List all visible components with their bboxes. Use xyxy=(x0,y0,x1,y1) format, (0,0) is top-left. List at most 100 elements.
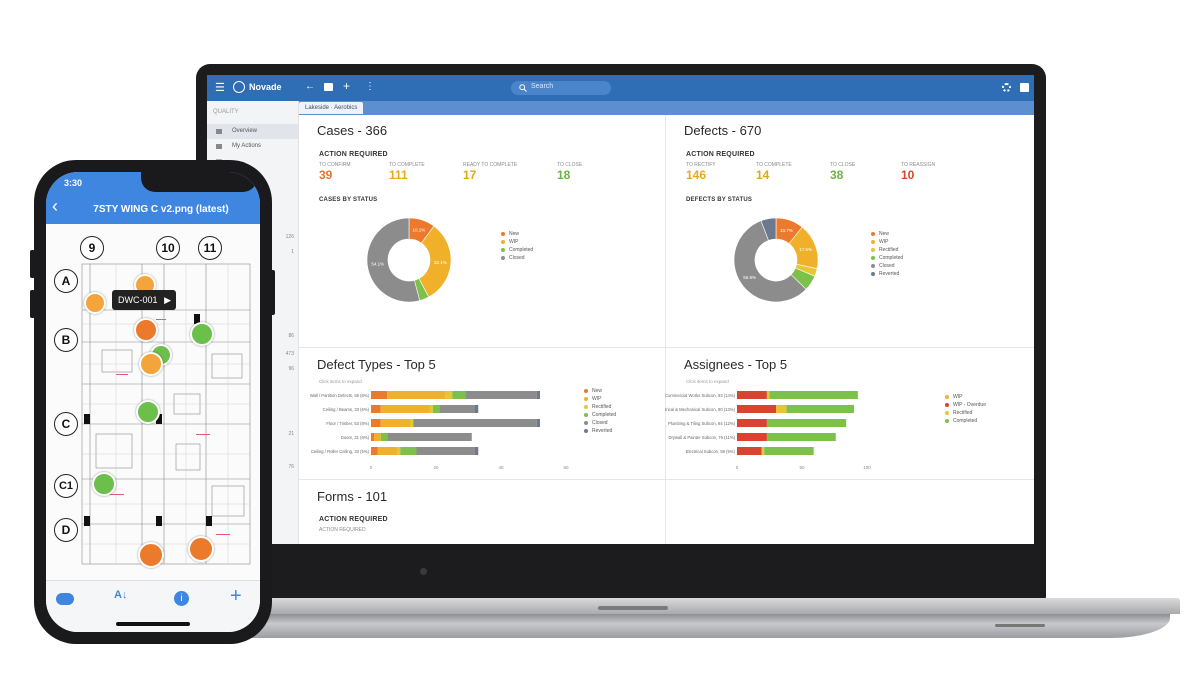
bar-category-label: Electrical Subcon, 59 (9%) xyxy=(686,449,736,454)
sidebar-count: 76 xyxy=(288,464,294,470)
legend-item[interactable]: New xyxy=(501,230,533,238)
stack-icon[interactable] xyxy=(324,83,333,91)
assignees-bar-chart[interactable]: Commercial Works Subcon, 93 (14%) Electri… xyxy=(665,385,945,477)
metric-to-complete[interactable]: TO COMPLETE 111 xyxy=(389,162,425,182)
cases-donut-chart[interactable]: 10.1% 32.1% 54.1% xyxy=(359,210,459,310)
add-icon[interactable]: + xyxy=(343,79,351,93)
clipboard-pin[interactable] xyxy=(134,318,158,342)
legend-item[interactable]: Rectified xyxy=(871,246,903,254)
axis-tick-label: 0 xyxy=(736,465,739,470)
cloud-download-icon[interactable] xyxy=(56,593,74,605)
defect-pin[interactable] xyxy=(92,472,116,496)
metric-label: TO RECTIFY xyxy=(686,162,716,168)
donut-slice-label: 17.6% xyxy=(799,247,812,252)
legend-item[interactable]: New xyxy=(871,230,903,238)
info-icon[interactable]: i xyxy=(174,591,189,606)
metric-ready-to-complete[interactable]: READY TO COMPLETE 17 xyxy=(463,162,517,182)
defect-pin[interactable] xyxy=(84,292,106,314)
assignees-subtitle: Click items to expand xyxy=(686,379,729,384)
legend-item[interactable]: WIP - Overdue xyxy=(945,401,986,409)
defect-pin[interactable] xyxy=(139,352,163,376)
tab-bar xyxy=(207,101,1034,115)
defect-pin[interactable] xyxy=(138,542,164,568)
plus-icon[interactable]: + xyxy=(230,585,242,607)
menu-icon[interactable]: ☰ xyxy=(215,82,225,94)
floor-plan[interactable]: 9 10 11 A B C C1 D DWC-001 ▶ xyxy=(46,224,260,580)
legend-label: New xyxy=(509,231,520,237)
legend-item[interactable]: Rectified xyxy=(584,403,616,411)
metric-to-complete[interactable]: TO COMPLETE 14 xyxy=(756,162,792,182)
defect-types-bar-chart[interactable]: Wall / Partition Defects, 55 (8%) Ceiling… xyxy=(299,385,579,477)
metric-to-rectify[interactable]: TO RECTIFY 146 xyxy=(686,162,716,182)
legend-swatch xyxy=(945,418,949,423)
bar-segment-closed xyxy=(387,433,472,441)
sidebar-count: 473 xyxy=(285,351,294,357)
tab-project[interactable]: Lakeside · Aerobics xyxy=(299,102,364,114)
legend-item[interactable]: Completed xyxy=(584,411,616,419)
settings-gear-icon[interactable] xyxy=(1002,83,1011,92)
defect-pin[interactable] xyxy=(190,322,214,346)
defect-types-title[interactable]: Defect Types - Top 5 xyxy=(317,357,436,372)
sidebar-item-overview[interactable]: Overview xyxy=(207,124,298,139)
grid-row-a: A xyxy=(54,269,78,293)
metric-to-close[interactable]: TO CLOSE 18 xyxy=(557,162,582,182)
forms-title[interactable]: Forms - 101 xyxy=(317,489,388,504)
bar-segment-wip xyxy=(380,405,430,413)
axis-tick-label: 60 xyxy=(563,465,569,470)
legend-label: Reverted xyxy=(592,428,613,434)
legend-swatch xyxy=(871,247,875,252)
metric-to-reassign[interactable]: TO REASSIGN 10 xyxy=(901,162,935,182)
cases-title[interactable]: Cases - 366 xyxy=(317,123,388,138)
metric-value: 18 xyxy=(557,168,571,182)
cases-by-status-title: CASES BY STATUS xyxy=(319,197,378,203)
cases-metrics: TO CONFIRM 39 TO COMPLETE 111 READY TO C… xyxy=(319,162,619,192)
legend-item[interactable]: Closed xyxy=(871,262,903,270)
axis-tick-label: 20 xyxy=(433,465,439,470)
user-profile-icon[interactable] xyxy=(1020,83,1029,92)
legend-item[interactable]: Reverted xyxy=(871,270,903,278)
assignees-title[interactable]: Assignees - Top 5 xyxy=(684,357,788,372)
bar-segment-completed xyxy=(764,447,814,455)
sidebar-item-my-actions[interactable]: My Actions xyxy=(207,139,298,154)
bar-segment-closed xyxy=(413,419,537,427)
brand-name: Novade xyxy=(249,82,282,92)
legend-item[interactable]: Rectified xyxy=(945,409,986,417)
legend-item[interactable]: Closed xyxy=(501,254,533,262)
back-arrow-icon[interactable]: ← xyxy=(305,81,315,92)
legend-item[interactable]: Closed xyxy=(584,419,616,427)
legend-swatch xyxy=(584,428,588,433)
more-vert-icon[interactable]: ⋮ xyxy=(365,81,375,92)
plan-title: 7STY WING C v2.png (latest) xyxy=(93,204,229,215)
legend-item[interactable]: WIP xyxy=(584,395,616,403)
legend-item[interactable]: WIP xyxy=(501,238,533,246)
defects-donut-chart[interactable]: 10.7% 17.6% 56.9% xyxy=(726,210,826,310)
defects-title[interactable]: Defects - 670 xyxy=(684,123,762,138)
legend-item[interactable]: Completed xyxy=(871,254,903,262)
bar-segment-rectified xyxy=(429,405,433,413)
legend-item[interactable]: WIP xyxy=(871,238,903,246)
donut-slice-label: 56.9% xyxy=(743,275,756,280)
legend-item[interactable]: Reverted xyxy=(584,427,616,435)
donut-slice-label: 10.7% xyxy=(780,228,793,233)
legend-item[interactable]: Completed xyxy=(945,417,986,425)
grid-col-9: 9 xyxy=(80,236,104,260)
metric-value: 14 xyxy=(756,168,770,182)
back-chevron-icon[interactable]: ‹ xyxy=(52,196,58,216)
metric-to-close[interactable]: TO CLOSE 38 xyxy=(830,162,855,182)
bar-category-label: Commercial Works Subcon, 93 (14%) xyxy=(665,393,736,398)
defect-pin[interactable] xyxy=(188,536,214,562)
metric-to-confirm[interactable]: TO CONFIRM 39 xyxy=(319,162,351,182)
search-input[interactable]: Search xyxy=(511,81,611,95)
legend-item[interactable]: New xyxy=(584,387,616,395)
clipboard-pin[interactable] xyxy=(136,400,160,424)
legend-swatch xyxy=(501,247,505,252)
pin-tooltip[interactable]: DWC-001 ▶ xyxy=(112,290,176,310)
sort-az-icon[interactable]: A↓ xyxy=(114,589,128,601)
legend-item[interactable]: WIP xyxy=(945,393,986,401)
legend-label: Closed xyxy=(592,420,608,426)
sidebar-count: 1 xyxy=(291,249,294,255)
metric-value: 10 xyxy=(901,168,915,182)
donut-slice-closed xyxy=(366,217,421,303)
column-divider xyxy=(665,115,666,544)
legend-item[interactable]: Completed xyxy=(501,246,533,254)
